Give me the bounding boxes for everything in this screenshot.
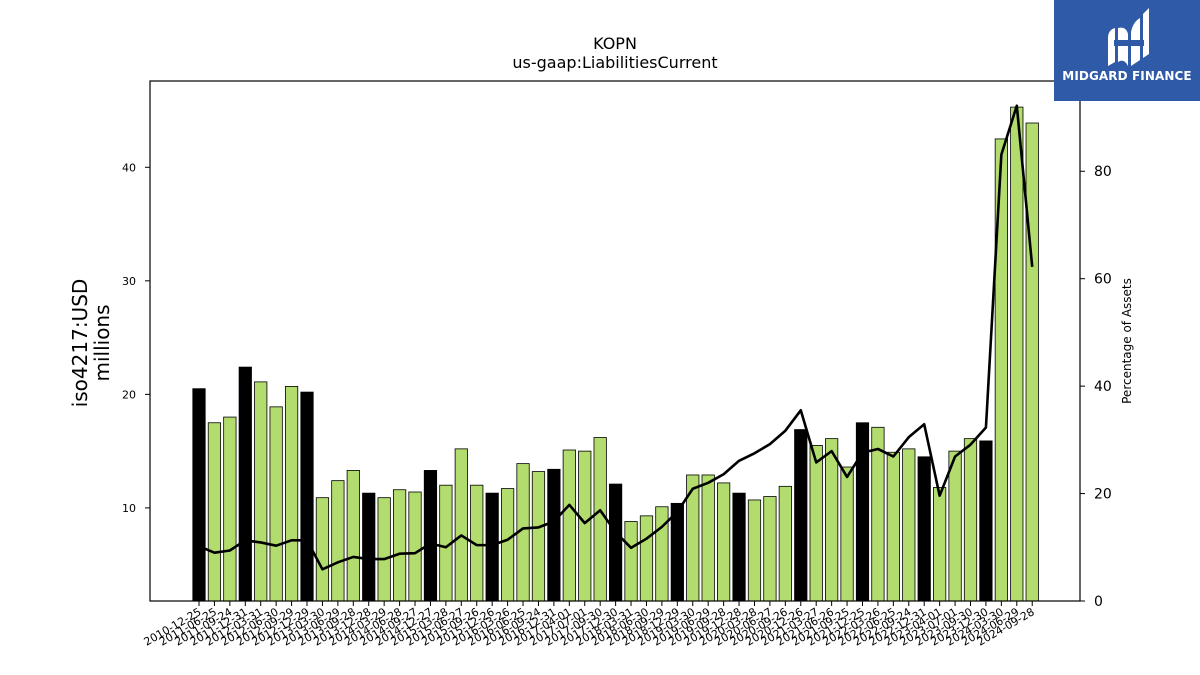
right-axis: 0 20 40 60 80 — [1080, 164, 1112, 610]
bar-2016-09-24 — [531, 471, 546, 602]
bar-2017-07-01 — [578, 450, 592, 602]
bar-2010-12-25 — [192, 388, 206, 602]
bar-2021-06-26 — [825, 438, 839, 602]
bar-2021-12-25 — [855, 422, 870, 602]
bar-2019-06-29 — [701, 474, 715, 602]
y2-tick-label: 20 — [1094, 487, 1112, 503]
bar-2012-06-30 — [269, 406, 283, 602]
bar-2019-09-28 — [717, 482, 731, 602]
bar-2018-03-31 — [624, 521, 638, 602]
bar-2014-12-27 — [423, 470, 438, 602]
bar-2023-07-01 — [948, 450, 962, 602]
bar-2013-03-30 — [315, 497, 330, 602]
left-axis: 10 20 30 40 — [122, 161, 150, 515]
bar-2014-09-27 — [408, 491, 422, 602]
plot-frame — [149, 80, 1081, 602]
bar-2019-12-28 — [732, 492, 746, 602]
y2-tick-label: 80 — [1094, 164, 1112, 180]
bar-2020-09-26 — [778, 485, 792, 602]
bar-2013-12-28 — [362, 492, 376, 602]
bar-2017-04-01 — [562, 449, 576, 602]
bar-2012-12-29 — [300, 391, 314, 602]
bar-2024-03-30 — [994, 138, 1008, 602]
y2-axis-label: Percentage of Assets — [1120, 278, 1134, 404]
bar-2023-12-30 — [979, 440, 993, 602]
bar-2018-06-30 — [639, 515, 654, 602]
bar-2012-09-29 — [284, 386, 299, 602]
y-tick-label: 20 — [122, 388, 136, 401]
bar-2012-03-31 — [254, 381, 268, 602]
bar-2020-03-28 — [747, 499, 762, 602]
bar-2018-12-29 — [670, 502, 684, 602]
brand-name: MIDGARD FINANCE — [1062, 69, 1192, 83]
y-axis-label: iso4217:USDmillions — [68, 279, 114, 408]
bar-2015-06-27 — [454, 448, 468, 602]
brand-logo: MIDGARD FINANCE — [1054, 0, 1200, 101]
bar-2023-04-01 — [933, 487, 947, 602]
bar-2015-12-26 — [485, 492, 499, 602]
bars — [192, 106, 1039, 602]
bar-2014-03-29 — [377, 497, 391, 602]
bar-2013-06-29 — [331, 480, 345, 602]
midgard-logo-icon — [1108, 8, 1149, 67]
bar-2011-09-24 — [223, 416, 237, 602]
pct-line-layer — [198, 104, 1034, 571]
bar-2014-06-28 — [392, 489, 407, 602]
bar-2017-09-30 — [593, 437, 607, 602]
y-tick-label: 10 — [122, 502, 136, 515]
bar-2013-09-28 — [346, 470, 360, 602]
bar-2016-12-31 — [547, 468, 561, 602]
bar-2022-12-31 — [917, 456, 931, 602]
pct-of-assets-line — [198, 104, 1034, 571]
bar-2021-09-25 — [840, 466, 854, 602]
y2-tick-label: 0 — [1094, 594, 1103, 610]
y-tick-label: 40 — [122, 161, 136, 174]
bar-2021-03-27 — [809, 445, 823, 602]
y2-tick-label: 60 — [1094, 272, 1112, 288]
y-tick-label: 30 — [122, 275, 136, 288]
y2-tick-label: 40 — [1094, 379, 1112, 395]
bar-2017-12-30 — [609, 483, 623, 602]
bar-2024-06-29 — [1010, 106, 1024, 602]
bar-2020-12-26 — [794, 429, 808, 602]
y-axis-label-line: iso4217:USD — [68, 279, 92, 408]
bar-2023-09-30 — [963, 438, 978, 602]
bar-2011-06-25 — [207, 422, 222, 602]
x-axis: 2010-12-252011-06-252011-09-242011-12-31… — [142, 601, 1037, 649]
y-axis-label-line: millions — [90, 304, 114, 381]
chart-title: KOPN — [593, 34, 637, 53]
bar-2022-03-26 — [871, 426, 885, 602]
bar-2022-09-24 — [902, 448, 916, 602]
bar-2022-06-25 — [886, 451, 900, 602]
bar-2011-12-31 — [238, 366, 252, 602]
bar-2024-09-28 — [1025, 122, 1039, 602]
chart-subtitle: us-gaap:LiabilitiesCurrent — [512, 53, 717, 72]
bar-2016-03-26 — [500, 488, 515, 602]
bar-2020-06-27 — [763, 496, 777, 602]
